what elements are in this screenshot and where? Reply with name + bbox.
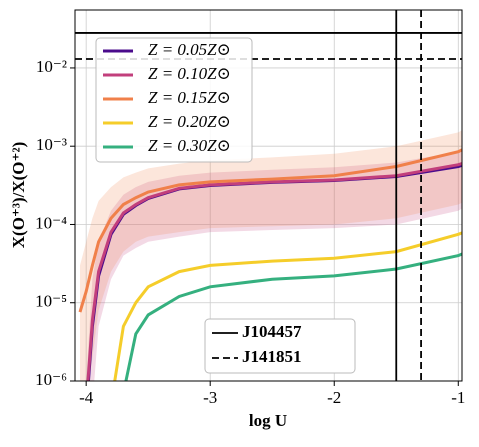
legend-label: Z = 0.30Z⊙ [148,136,231,155]
y-tick-label: 10⁻⁶ [35,370,67,389]
legend-label: J104457 [242,322,302,341]
y-axis-label: X(O⁺³)/X(O⁺²) [9,142,28,249]
y-tick-label: 10⁻⁵ [35,292,67,311]
legend-label: Z = 0.15Z⊙ [148,88,231,107]
uncertainty-band [80,130,462,381]
line [86,162,462,381]
legend-box [95,37,253,163]
legend-label: J141851 [242,347,302,366]
line [124,252,462,381]
legend-label: Z = 0.10Z⊙ [148,64,231,83]
legend-label: Z = 0.20Z⊙ [148,112,231,131]
y-tick-label: 10⁻⁴ [35,213,67,232]
x-tick-label: -3 [203,388,217,407]
axes-frame [74,9,463,382]
x-tick-label: -4 [79,388,94,407]
line [78,148,462,313]
y-tick-label: 10⁻² [36,57,67,76]
plot-area [75,10,462,381]
x-tick-label: -1 [451,388,465,407]
x-tick-label: -2 [327,388,341,407]
x-axis-label: log U [249,411,287,430]
uncertainty-band [86,150,462,381]
legend-box [204,318,356,374]
legend-label: Z = 0.05Z⊙ [148,40,231,59]
y-tick-label: 10⁻³ [36,135,67,154]
line [113,231,462,381]
